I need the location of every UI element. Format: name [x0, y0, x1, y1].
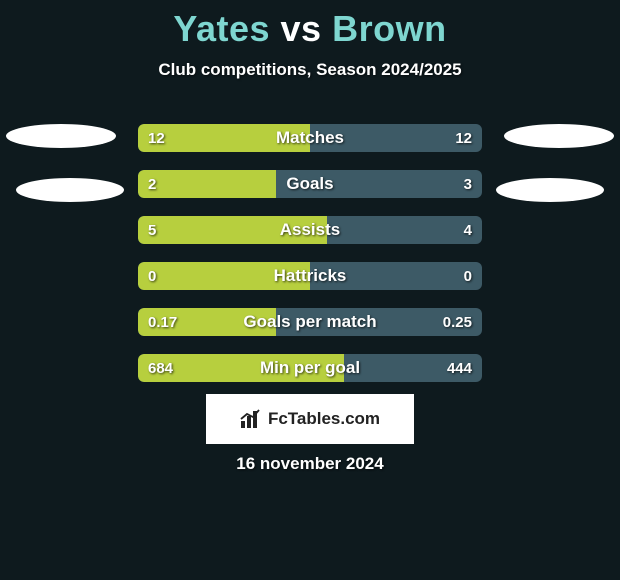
- player2-avatar-bottom: [496, 178, 604, 202]
- brand-box: FcTables.com: [206, 394, 414, 444]
- stat-row: 12Matches12: [138, 124, 482, 152]
- player1-avatar-top: [6, 124, 116, 148]
- stat-row: 0.17Goals per match0.25: [138, 308, 482, 336]
- page-title: Yates vs Brown: [0, 0, 620, 50]
- player1-avatar-bottom: [16, 178, 124, 202]
- vs-word: vs: [281, 8, 322, 49]
- stat-label: Hattricks: [138, 262, 482, 290]
- date-text: 16 november 2024: [0, 454, 620, 474]
- stat-label: Min per goal: [138, 354, 482, 382]
- stat-label: Matches: [138, 124, 482, 152]
- stat-label: Goals: [138, 170, 482, 198]
- stat-value-right: 0: [464, 262, 472, 290]
- stat-value-right: 4: [464, 216, 472, 244]
- stat-label: Assists: [138, 216, 482, 244]
- stat-row: 0Hattricks0: [138, 262, 482, 290]
- stat-value-right: 12: [455, 124, 472, 152]
- brand-text: FcTables.com: [268, 409, 380, 429]
- chart-icon: [240, 409, 262, 429]
- stats-container: 12Matches12 2Goals3 5Assists4 0Hattricks0 0.…: [138, 124, 482, 400]
- stat-row: 2Goals3: [138, 170, 482, 198]
- stat-value-right: 3: [464, 170, 472, 198]
- player1-name: Yates: [173, 8, 270, 49]
- stat-label: Goals per match: [138, 308, 482, 336]
- stat-row: 5Assists4: [138, 216, 482, 244]
- player2-avatar-top: [504, 124, 614, 148]
- stat-value-right: 444: [447, 354, 472, 382]
- stat-row: 684Min per goal444: [138, 354, 482, 382]
- stat-value-right: 0.25: [443, 308, 472, 336]
- subtitle: Club competitions, Season 2024/2025: [0, 60, 620, 80]
- player2-name: Brown: [332, 8, 447, 49]
